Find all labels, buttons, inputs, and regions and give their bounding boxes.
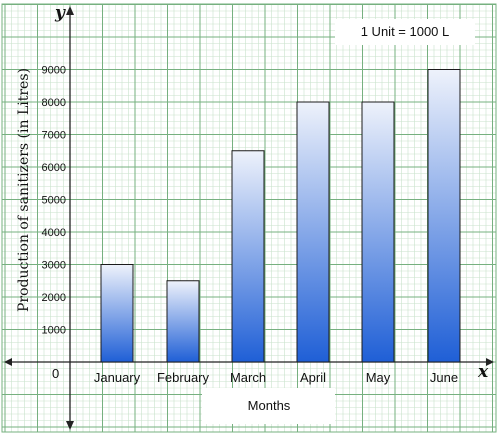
x-category-label: January [94, 370, 141, 385]
y-tick-label: 8000 [42, 97, 66, 109]
x-category-labels: January February March April May June [94, 370, 458, 385]
bar-may [362, 102, 394, 362]
x-category-label: February [157, 370, 210, 385]
y-axis-title: Production of sanitizers (in Litres) [16, 68, 32, 312]
x-category-label: May [366, 370, 391, 385]
y-axis-arrow-down [66, 421, 74, 430]
y-tick-labels: 1000 2000 3000 4000 5000 6000 7000 8000 9000 [42, 65, 66, 337]
x-category-label: April [300, 370, 326, 385]
x-axis-title: Months [202, 388, 335, 424]
bar-january [101, 265, 133, 363]
y-tick-label: 2000 [42, 292, 66, 304]
x-axis-symbol: x [477, 362, 489, 382]
x-category-label: March [230, 370, 266, 385]
bar-march [232, 151, 264, 362]
y-tick-label: 6000 [42, 162, 66, 174]
bar-april [297, 102, 329, 362]
bar-june [428, 70, 460, 363]
y-axis-symbol: y [54, 3, 66, 23]
y-tick-label: 3000 [42, 260, 66, 272]
y-axis-arrow-up [66, 6, 74, 15]
x-category-label: June [430, 370, 458, 385]
y-tick-label: 5000 [42, 195, 66, 207]
origin-label: 0 [52, 366, 59, 381]
y-tick-label: 7000 [42, 130, 66, 142]
y-tick-label: 1000 [42, 325, 66, 337]
unit-note-text: 1 Unit = 1000 L [361, 24, 450, 39]
bars [101, 70, 460, 363]
x-axis-title-text: Months [248, 398, 291, 413]
unit-note: 1 Unit = 1000 L [335, 19, 475, 45]
bar-february [167, 281, 199, 362]
y-tick-label: 9000 [42, 65, 66, 77]
y-tick-label: 4000 [42, 227, 66, 239]
